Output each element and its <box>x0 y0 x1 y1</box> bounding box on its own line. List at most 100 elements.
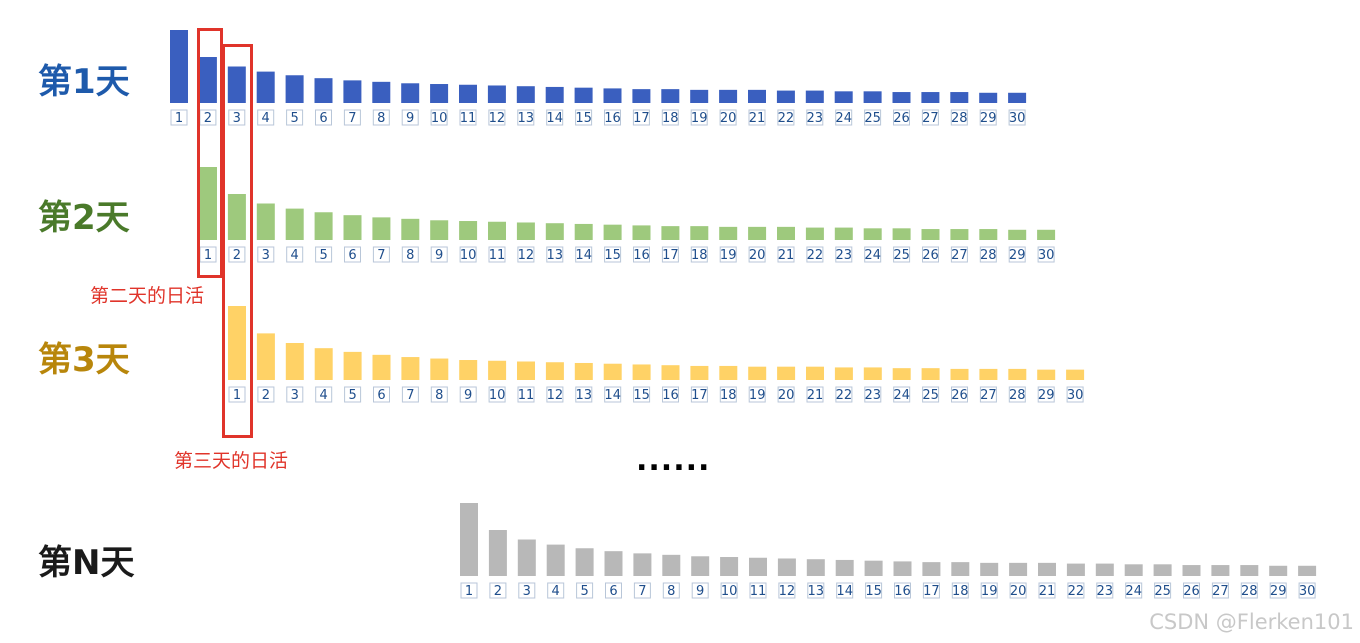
bar <box>950 368 969 380</box>
tick-label: 30 <box>1038 248 1055 263</box>
bar <box>633 553 652 576</box>
tick-box <box>430 386 448 403</box>
bar <box>979 368 998 380</box>
tick-label: 26 <box>1183 584 1200 599</box>
tick-box <box>575 386 593 403</box>
bar <box>198 57 217 103</box>
bar <box>228 306 246 380</box>
bar <box>545 86 564 103</box>
tick-label: 25 <box>864 111 881 126</box>
bar <box>980 562 999 576</box>
bar <box>749 557 767 576</box>
tick-box <box>1008 109 1026 126</box>
tick-box <box>661 246 679 263</box>
tick-label: 4 <box>552 584 560 599</box>
tick-label: 17 <box>633 111 650 126</box>
tick-label: 28 <box>951 111 968 126</box>
tick-label: 18 <box>952 584 969 599</box>
tick-label: 29 <box>1009 248 1026 263</box>
tick-box <box>517 386 535 403</box>
bar <box>690 365 709 380</box>
ellipsis: ...... <box>636 443 711 478</box>
tick-box <box>373 386 390 403</box>
tick-box <box>1037 386 1055 403</box>
bar <box>603 88 622 103</box>
tick-box <box>257 386 275 403</box>
bar <box>401 218 420 240</box>
bar <box>805 90 824 103</box>
bar <box>372 217 391 240</box>
tick-label: 9 <box>406 111 414 126</box>
bar <box>719 226 738 240</box>
bar <box>372 81 391 103</box>
tick-box <box>1298 582 1316 599</box>
tick-box <box>806 386 824 403</box>
tick-box <box>604 246 622 263</box>
bar <box>691 556 710 576</box>
bar <box>979 229 998 240</box>
tick-label: 7 <box>348 111 356 126</box>
tick-box <box>690 109 708 126</box>
tick-box <box>893 246 911 263</box>
bar <box>285 208 304 240</box>
highlight-box-day3 <box>222 44 253 438</box>
tick-label: 3 <box>233 111 241 126</box>
tick-label: 22 <box>1068 584 1085 599</box>
tick-box <box>228 246 246 263</box>
bar-chart-2: 1 2 3 4 5 6 7 8 9 10 11 12 13 14 15 16 17 18 19 20 21 22 23 24 2… <box>199 167 1056 263</box>
tick-box <box>951 386 968 403</box>
tick-box <box>633 582 651 599</box>
tick-label: 26 <box>922 248 939 263</box>
bar <box>545 362 564 380</box>
tick-box <box>257 109 275 126</box>
tick-label: 20 <box>749 248 766 263</box>
bar <box>199 167 217 240</box>
row-label-day1: 第1天 <box>38 62 130 102</box>
bar <box>661 365 680 380</box>
tick-box <box>806 109 824 126</box>
tick-label: 6 <box>609 584 617 599</box>
bar <box>1037 369 1056 380</box>
tick-box <box>459 109 477 126</box>
row-label-day2: 第2天 <box>38 198 130 238</box>
tick-box <box>518 582 536 599</box>
tick-box <box>1240 582 1258 599</box>
bar <box>662 554 681 576</box>
tick-box <box>1037 246 1055 263</box>
bar <box>863 367 882 380</box>
tick-label: 27 <box>1212 584 1229 599</box>
tick-label: 1 <box>465 584 473 599</box>
bar <box>1038 562 1056 576</box>
bar <box>834 367 853 380</box>
tick-label: 2 <box>262 388 270 403</box>
tick-box <box>604 109 621 126</box>
row-label-day3: 第3天 <box>38 340 130 380</box>
tick-box <box>922 582 940 599</box>
tick-label: 25 <box>922 388 939 403</box>
tick-label: 29 <box>1038 388 1055 403</box>
tick-label: 12 <box>547 388 564 403</box>
bar <box>170 30 188 103</box>
tick-label: 11 <box>460 111 477 126</box>
bar <box>1008 229 1027 240</box>
tick-box <box>893 109 910 126</box>
tick-box <box>401 246 419 263</box>
tick-box <box>344 246 361 263</box>
bar-chart-1: 1 2 3 4 5 6 7 8 9 10 11 12 13 14 15 16 17 18 19 20 21 22 23 24 2… <box>170 30 1027 126</box>
tick-box <box>430 109 448 126</box>
tick-box <box>1067 582 1085 599</box>
tick-label: 5 <box>580 584 588 599</box>
tick-box <box>546 246 564 263</box>
tick-box <box>257 246 275 263</box>
tick-label: 12 <box>779 584 796 599</box>
tick-label: 19 <box>691 111 708 126</box>
tick-label: 3 <box>291 388 299 403</box>
bar-chart-3: 1 2 3 4 5 6 7 8 9 10 11 12 13 14 15 16 17 18 19 20 21 22 23 24 2… <box>228 306 1085 403</box>
bar <box>661 89 680 103</box>
bar <box>806 366 824 380</box>
bar <box>632 364 651 380</box>
bar <box>488 530 507 576</box>
bar <box>950 229 969 240</box>
tick-label: 10 <box>431 111 448 126</box>
